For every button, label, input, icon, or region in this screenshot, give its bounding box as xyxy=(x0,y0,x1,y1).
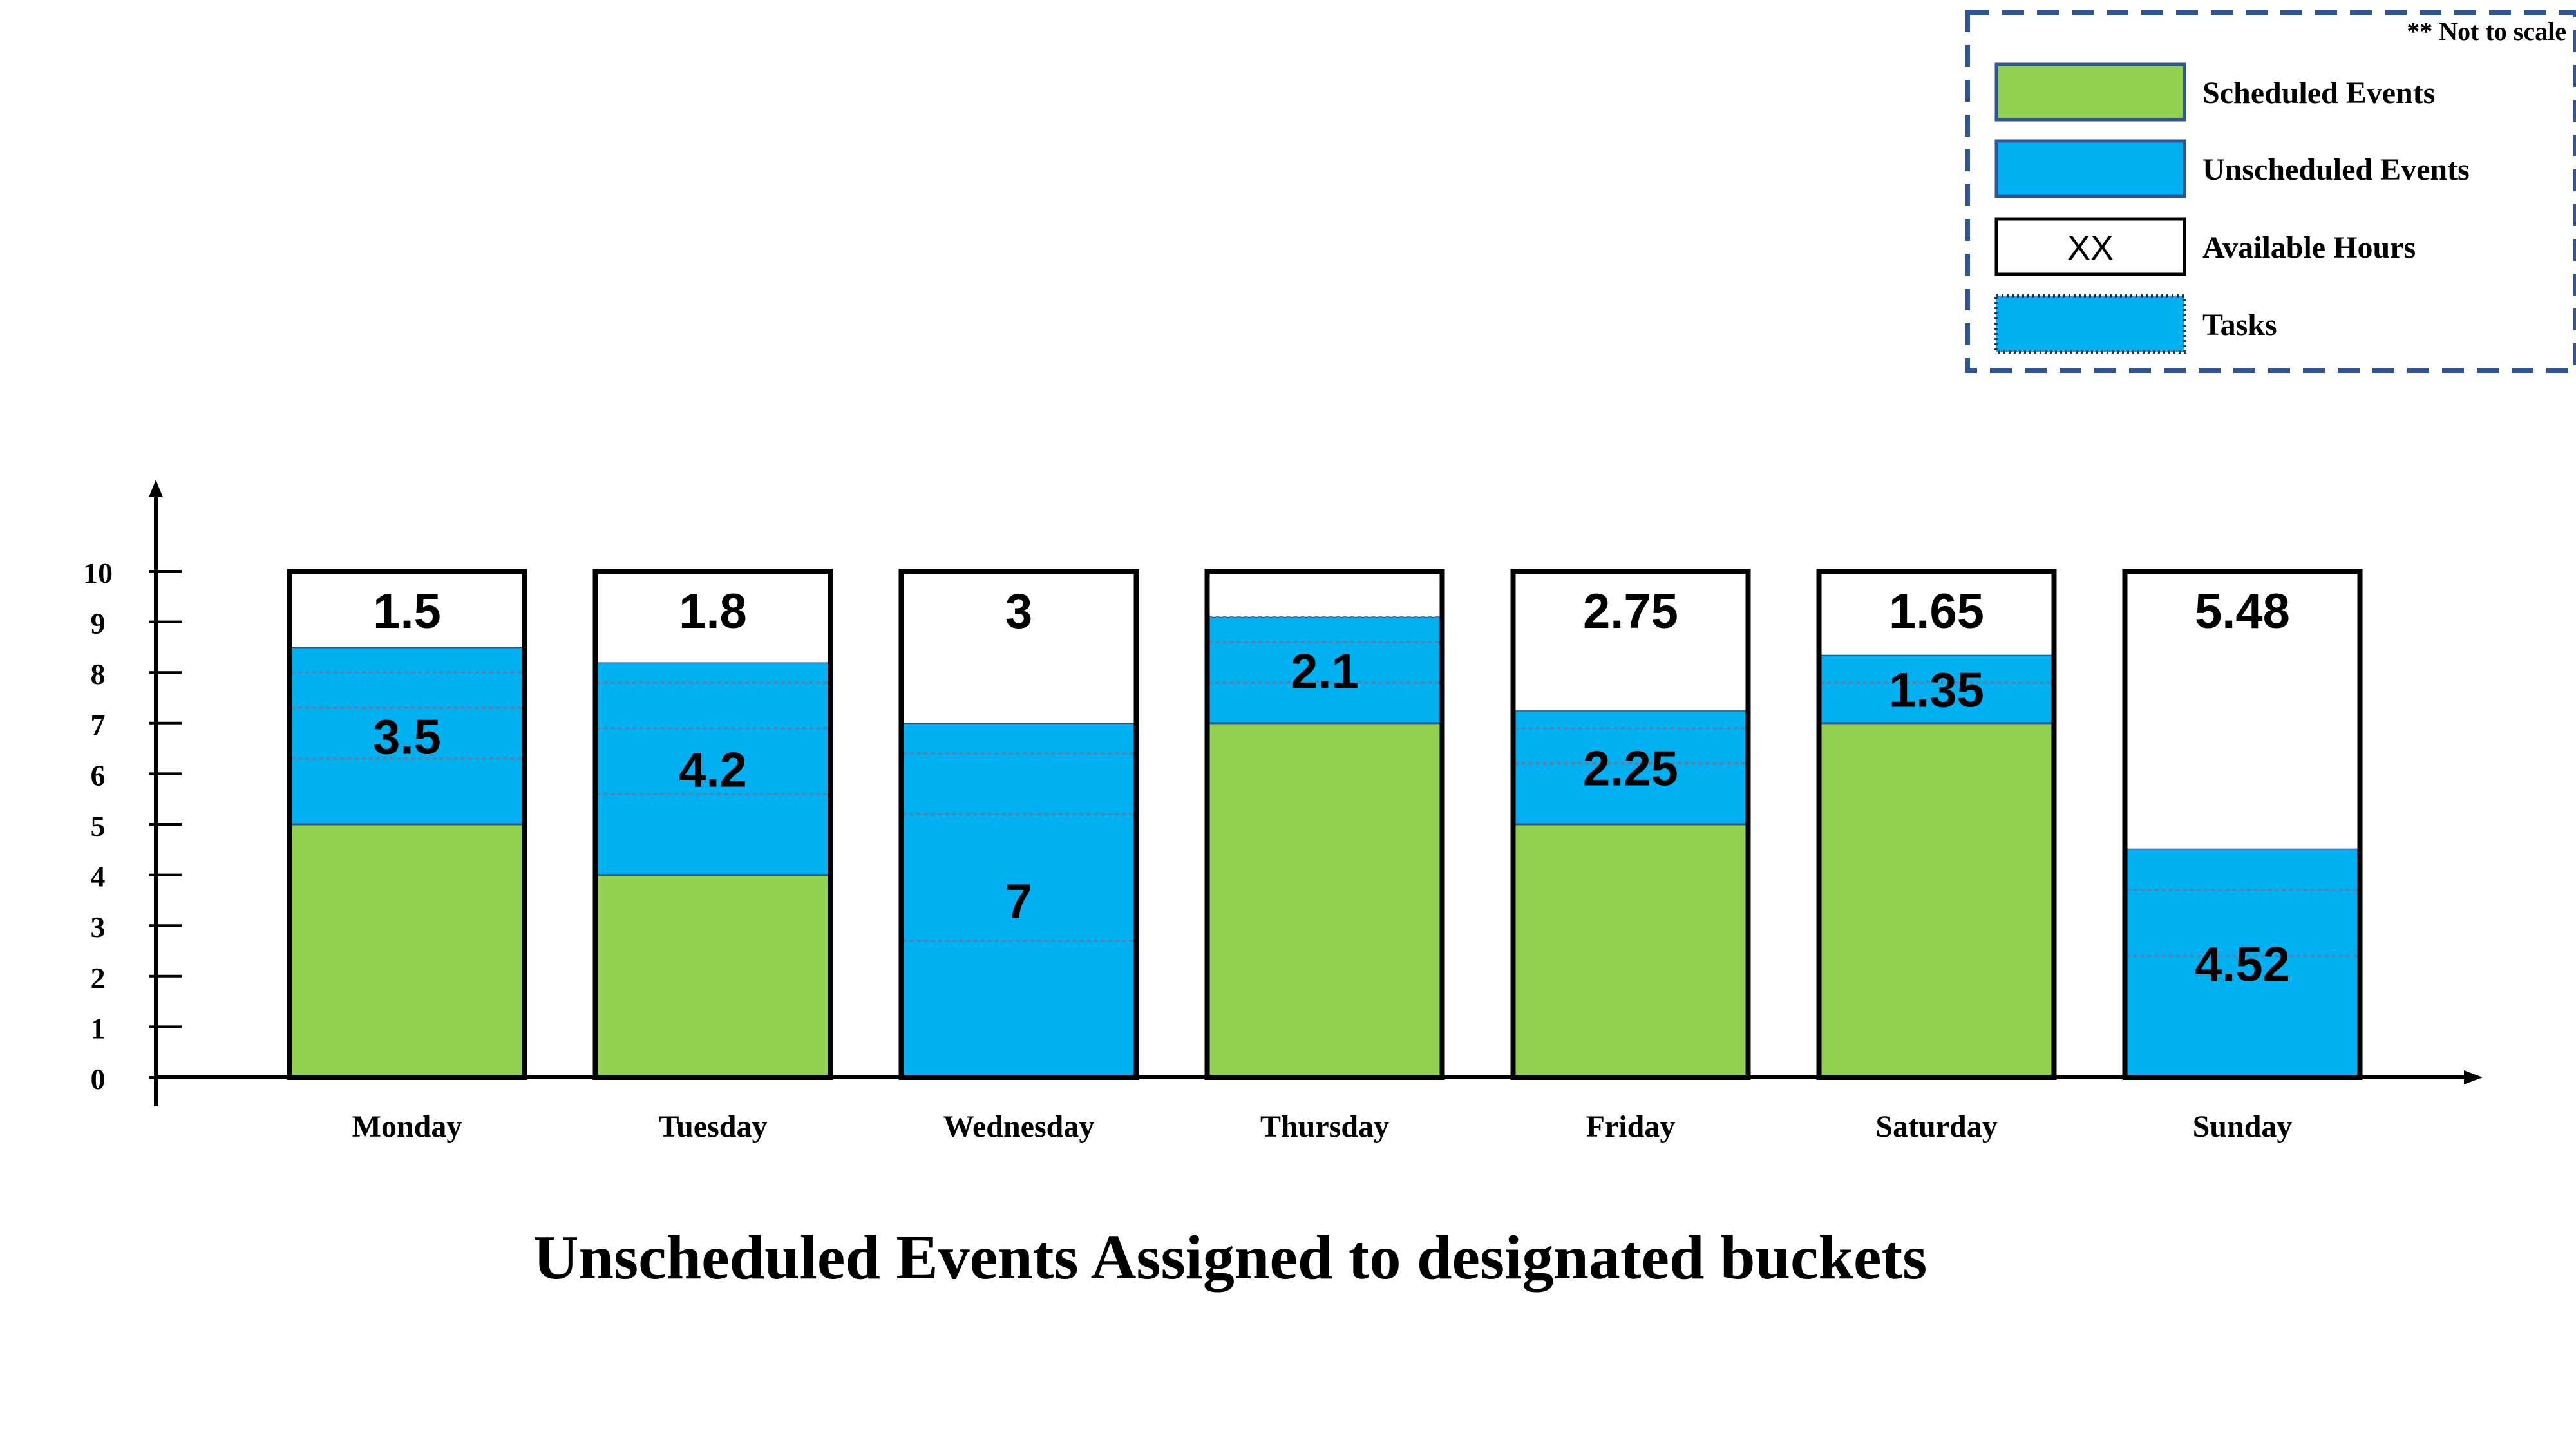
bar-outline xyxy=(898,569,1139,1080)
data-label: 3.5 xyxy=(373,710,441,764)
bar-outline xyxy=(287,569,527,1080)
data-label: 2.75 xyxy=(1583,584,1678,639)
bar-group-thursday: 2.1 Thursday xyxy=(1204,569,1445,1144)
bar-outline xyxy=(592,569,833,1080)
scale-note: ** Not to scale xyxy=(2407,17,2566,46)
bar-segment-available-hours xyxy=(2125,571,2360,849)
x-tick-label: Thursday xyxy=(1260,1110,1389,1144)
legend-item-available-hours: XX Available Hours xyxy=(1994,217,2416,276)
legend-label: Tasks xyxy=(2202,308,2277,342)
bar-segment-scheduled-events xyxy=(594,874,831,1079)
legend-swatch xyxy=(1994,62,2186,122)
bar-segment-scheduled-events xyxy=(1818,722,2055,1079)
bar-segment-unscheduled-events xyxy=(594,661,831,876)
bar-segment-unscheduled-events xyxy=(289,646,526,826)
bar-outline xyxy=(1510,569,1751,1080)
bar-outline xyxy=(2122,569,2363,1080)
y-tick-label: 5 xyxy=(91,810,106,842)
bar-segment-scheduled-events xyxy=(289,823,526,1079)
y-tick-label: 9 xyxy=(91,607,106,640)
bar-group-monday: 3.5 1.5 Monday xyxy=(287,569,527,1144)
y-tick-label: 6 xyxy=(91,759,106,791)
y-tick-label: 1 xyxy=(91,1012,106,1045)
x-tick-label: Saturday xyxy=(1875,1110,1997,1144)
y-tick-label: 2 xyxy=(91,961,106,994)
y-tick-label: 4 xyxy=(91,860,106,893)
bar-segment-scheduled-events xyxy=(1512,823,1749,1079)
legend-label: Unscheduled Events xyxy=(2202,153,2470,187)
data-label: 1.65 xyxy=(1889,584,1984,639)
bar-group-saturday: 1.35 1.65 Saturday xyxy=(1816,569,2057,1144)
y-tick-label: 0 xyxy=(91,1063,106,1095)
bar-group-tuesday: 4.2 1.8 Tuesday xyxy=(592,569,833,1144)
bar-segment-available-hours xyxy=(901,571,1137,723)
x-tick-label: Monday xyxy=(352,1110,462,1144)
y-tick-label: 10 xyxy=(83,556,113,589)
data-label: 3 xyxy=(1005,584,1032,639)
bar-segment-available-hours xyxy=(1207,571,1443,617)
data-label: 4.2 xyxy=(679,743,747,798)
data-label: 7 xyxy=(1005,875,1032,929)
y-axis-arrow xyxy=(149,480,163,497)
bar-segment-available-hours xyxy=(289,571,525,647)
legend-swatch xyxy=(1994,217,2186,276)
x-tick-label: Wednesday xyxy=(943,1110,1095,1144)
legend-item-unscheduled-events: Unscheduled Events xyxy=(1994,139,2470,198)
bar-group-wednesday: 7 3 Wednesday xyxy=(898,569,1139,1144)
y-tick-label: 3 xyxy=(91,911,106,943)
data-label: 1.35 xyxy=(1889,663,1984,718)
legend-item-scheduled-events: Scheduled Events xyxy=(1994,62,2435,122)
legend-label: Available Hours xyxy=(2202,231,2416,265)
legend-swatch xyxy=(1994,294,2186,354)
bar-segment-unscheduled-events xyxy=(900,722,1137,1079)
y-tick-label: 8 xyxy=(91,658,106,690)
bar-segment-unscheduled-events xyxy=(1818,654,2055,724)
bar-segment-available-hours xyxy=(1513,571,1748,711)
x-tick-label: Friday xyxy=(1586,1110,1676,1144)
bars: 3.5 1.5 Monday 4.2 1.8 Tuesday 7 3 Wednesday 2.1 T… xyxy=(287,569,2363,1144)
y-tick-label: 7 xyxy=(91,708,106,741)
legend-swatch-text: XX xyxy=(2067,229,2114,267)
x-axis-arrow xyxy=(2464,1070,2483,1084)
legend: ** Not to scale Scheduled Events Unschedul… xyxy=(1965,10,2576,373)
data-label: 1.5 xyxy=(373,584,441,639)
data-label: 2.1 xyxy=(1291,644,1359,699)
bar-segment-scheduled-events xyxy=(1206,722,1443,1079)
bar-segment-unscheduled-events xyxy=(1512,709,1749,826)
bar-outline xyxy=(1204,569,1445,1080)
chart-title: Unscheduled Events Assigned to designate… xyxy=(533,1223,1927,1293)
data-label: 4.52 xyxy=(2195,937,2290,992)
bar-segment-available-hours xyxy=(595,571,831,663)
x-tick-label: Sunday xyxy=(2193,1110,2293,1144)
x-tick-label: Tuesday xyxy=(659,1110,768,1144)
data-label: 5.48 xyxy=(2195,584,2290,639)
bar-outline xyxy=(1816,569,2057,1080)
bar-group-sunday: 4.52 5.48 Sunday xyxy=(2122,569,2363,1144)
data-label: 1.8 xyxy=(679,584,747,639)
bar-segment-available-hours xyxy=(1819,571,2054,655)
legend-swatch xyxy=(1994,139,2186,198)
legend-item-tasks: Tasks xyxy=(1994,294,2277,354)
data-label: 2.25 xyxy=(1583,742,1678,797)
legend-label: Scheduled Events xyxy=(2202,76,2435,110)
bar-group-friday: 2.25 2.75 Friday xyxy=(1510,569,1751,1144)
